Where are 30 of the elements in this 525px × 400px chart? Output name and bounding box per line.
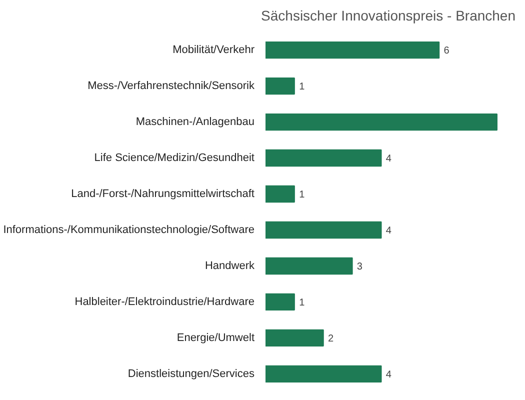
y-tick-label: Maschinen-/Anlagenbau: [136, 116, 255, 128]
bar: [266, 221, 382, 239]
chart-title: Sächsischer Innovationspreis - Branchen: [261, 8, 516, 24]
bar: [266, 41, 440, 59]
data-label: 6: [444, 46, 450, 57]
data-label: 1: [299, 297, 306, 308]
data-label: 2: [328, 333, 334, 344]
y-tick-label: Halbleiter-/Elektroindustrie/Hardware: [74, 296, 255, 308]
y-tick-label: Energie/Umwelt: [176, 332, 254, 344]
data-label: 4: [386, 225, 392, 236]
bar: [266, 257, 353, 275]
y-tick-label: Informations-/Kommunikationstechnologie/Software: [3, 224, 255, 236]
data-label: 4: [386, 154, 392, 165]
y-tick-label: Handwerk: [204, 260, 255, 272]
data-label: 4: [386, 369, 392, 380]
y-tick-label: Dienstleistungen/Services: [128, 368, 255, 380]
bar: [266, 365, 382, 383]
y-tick-label: Mobilität/Verkehr: [172, 44, 255, 56]
y-tick-label: Land-/Forst-/Nahrungsmittelwirtschaft: [71, 188, 255, 200]
bar: [266, 293, 295, 311]
bar: [266, 149, 382, 167]
bar: [266, 77, 295, 95]
data-label: 1: [299, 190, 306, 201]
y-tick-label: Mess-/Verfahrenstechnik/Sensorik: [88, 80, 255, 92]
bar: [266, 329, 324, 347]
data-label: 1: [299, 82, 306, 93]
bar: [266, 113, 498, 131]
y-tick-label: Life Science/Medizin/Gesundheit: [94, 152, 255, 164]
data-label: 3: [356, 261, 363, 272]
bar: [266, 185, 295, 203]
